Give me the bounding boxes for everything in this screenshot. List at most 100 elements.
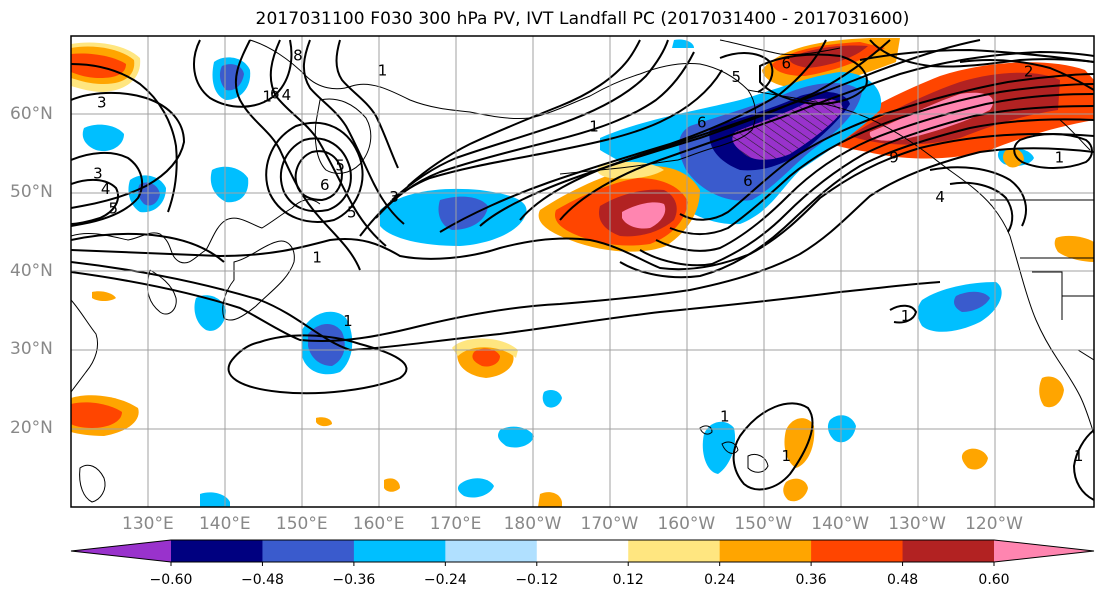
contour-value-label: 3 — [93, 164, 103, 182]
shading-cyan-bering — [672, 39, 694, 48]
pv-contour-top-right-b — [859, 48, 1094, 63]
coastline-philippines — [79, 464, 106, 503]
contour-value-label: 1 — [901, 307, 911, 325]
contour-value-label: 4 — [935, 188, 945, 206]
colorbar-extension-low — [71, 540, 171, 562]
pv-contour-far-west-d — [71, 63, 178, 213]
longitude-label: 170°E — [429, 514, 482, 534]
pv-contour-mid-b — [375, 51, 695, 219]
coastline-hawaii-c — [747, 453, 769, 473]
contour-value-label: 6 — [743, 172, 753, 190]
longitude-label: 160°W — [657, 514, 716, 534]
coastline-hawaii-b — [721, 441, 739, 454]
pv-contour-west-trough-b — [269, 39, 387, 247]
longitude-label: 130°E — [122, 514, 174, 534]
shading-orange-hawaii-b — [783, 478, 808, 502]
shading-cyan-south-a — [498, 426, 534, 448]
pv-contour-bering — [719, 52, 774, 93]
shading-darkred-top-right — [789, 45, 868, 68]
contour-value-label: 1 — [262, 87, 272, 105]
shading-red-subtropic-a — [472, 348, 500, 367]
latitude-label: 20°N — [10, 417, 53, 438]
colorbar-segment — [445, 540, 538, 562]
pv-contour-north-c — [479, 39, 891, 227]
pv-contour-mid-d — [407, 39, 641, 187]
shading-cyan-mid-a — [542, 390, 562, 408]
shading-cyan-korea — [194, 295, 226, 331]
pv-contour-north-d — [439, 39, 827, 233]
shading-orange-east-b — [961, 448, 988, 470]
shading-pink-central — [622, 202, 666, 229]
contour-value-label: 4 — [282, 86, 292, 104]
shading-cyan-nw-small — [82, 124, 124, 152]
contour-value-label: 1 — [343, 312, 353, 330]
pv-contour-far-west-c — [71, 178, 119, 225]
pv-contour-far-west-e — [71, 232, 225, 263]
longitude-label: 120°W — [965, 514, 1023, 534]
colorbar-tick-label: −0.24 — [423, 572, 467, 588]
contour-value-label: 1 — [1055, 149, 1065, 167]
longitude-label: 130°W — [888, 514, 946, 534]
contour-value-label: 1 — [720, 408, 730, 426]
longitude-label: 180°W — [503, 514, 562, 534]
contour-value-label: 6 — [320, 176, 330, 194]
shading-orange-east-a — [1039, 376, 1064, 408]
colorbar-segment — [628, 540, 721, 562]
contour-value-label: 6 — [782, 54, 792, 72]
pv-contour-top-right-c — [959, 59, 1094, 91]
colorbar-segment — [353, 540, 446, 562]
contour-value-label: 1 — [782, 447, 792, 465]
colorbar-tick-label: −0.36 — [332, 572, 376, 588]
longitude-label: 140°W — [811, 514, 870, 534]
shading-blue-kamchatka-a — [438, 196, 488, 230]
border-states-b — [1032, 271, 1094, 297]
shading-yellow-subtropic-a — [452, 338, 518, 358]
shading-orange-small-sw2 — [384, 478, 400, 492]
coastline-na-west — [1009, 235, 1094, 435]
coastline-alaska-north — [719, 39, 841, 55]
contour-value-label: 1 — [589, 117, 599, 135]
shading-blue-se — [954, 291, 990, 312]
latitude-label: 40°N — [10, 260, 53, 281]
pv-contour-west-trough-d — [335, 39, 399, 169]
contour-value-label: 3 — [389, 188, 399, 206]
shading-cyan-south-b — [457, 478, 494, 498]
contour-value-label: 6 — [697, 113, 707, 131]
pv-contour-jet-a — [71, 147, 1094, 343]
colorbar-segment — [719, 540, 812, 562]
colorbar-extension-high — [994, 540, 1094, 562]
pv-contour-north-b — [519, 39, 981, 221]
pv-contour-ridge-loop — [759, 53, 868, 106]
pv-contours — [71, 39, 1094, 501]
contour-value-label: 8 — [293, 47, 303, 65]
colorbar-tick-label: −0.12 — [515, 572, 559, 588]
pv-contour-east-loop — [1013, 133, 1093, 169]
pv-contour-north-a — [559, 50, 1094, 221]
pv-contour-jet-g — [679, 73, 1094, 221]
pv-contour-jet-d — [639, 105, 1094, 267]
colorbar-tick-label: 0.60 — [978, 572, 1010, 588]
contour-value-label: 5 — [347, 204, 357, 222]
colorbar — [70, 539, 1095, 566]
colorbar-tick-label: 0.12 — [612, 572, 644, 588]
contour-value-label: 2 — [1024, 62, 1034, 80]
contour-value-label: 4 — [101, 180, 111, 198]
contour-value-label: 3 — [97, 94, 107, 112]
pv-contour-gulf-a — [929, 166, 1027, 227]
longitude-label: 160°E — [352, 514, 405, 534]
map-frame — [70, 35, 1095, 508]
colorbar-segment — [262, 540, 355, 562]
coastline-korea — [147, 269, 177, 315]
colorbar-segment — [171, 540, 263, 562]
colorbar-tick-label: 0.48 — [886, 572, 919, 588]
map-title: 2017031100 F030 300 hPa PV, IVT Landfall… — [255, 9, 910, 29]
pv-contour-top-right-a — [869, 39, 1094, 68]
coastline-alaska-west — [639, 63, 756, 161]
pv-contour-west-trough-a — [234, 39, 361, 271]
shading-blue-japan — [308, 323, 345, 366]
contour-value-label: 9 — [889, 149, 899, 167]
latitude-label: 30°N — [10, 339, 53, 359]
contour-value-label: 1 — [378, 62, 388, 80]
